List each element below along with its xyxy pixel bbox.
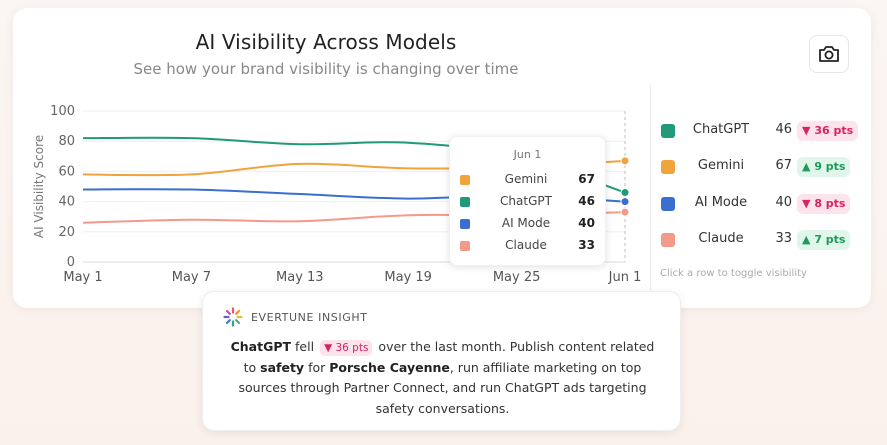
legend-series-name: ChatGPT [692,122,750,137]
x-tick-label: May 1 [63,270,102,285]
tooltip-series-value: 40 [578,216,595,230]
x-tick-label: May 7 [172,270,211,285]
y-tick-label: 60 [58,164,75,179]
y-tick-label: 20 [58,225,75,240]
legend-series-name: Gemini [697,158,745,173]
tooltip-series-name: Claude [505,238,547,252]
insight-brand: Porsche Cayenne [329,359,450,375]
insight-model: ChatGPT [230,339,292,354]
change-text: 36 pts [814,124,854,137]
x-tick-label: Jun 1 [608,270,642,285]
legend-swatch [661,160,675,174]
tooltip-row-ai-mode: AI Mode 40 [450,214,605,234]
insight-text-1: over the last month. Publish content rel… [243,339,655,375]
y-tick-label: 0 [67,255,75,270]
legend-row-ai-mode[interactable]: AI Mode 40 ▼ 8 pts [660,192,860,216]
insight-change-badge: ▼ 36 pts [320,340,373,356]
legend-change-badge: ▲ 7 pts [797,230,851,250]
page-subtitle: See how your brand visibility is changin… [133,60,519,78]
insight-text-2: for [308,359,326,375]
tooltip-swatch [460,241,470,251]
legend-series-value: 33 [775,231,792,246]
legend-series-name: AI Mode [694,195,748,210]
tooltip-row-gemini: Gemini 67 [450,170,605,190]
legend-change-badge: ▼ 36 pts [797,121,859,141]
chart-tooltip: Jun 1 Gemini 67 ChatGPT 46 AI Mode 40 Cl… [449,136,606,266]
series-point-claude [620,207,630,217]
tooltip-row-claude: Claude 33 [450,236,605,256]
legend-series-value: 67 [775,158,792,173]
legend-change-badge: ▼ 8 pts [797,194,851,214]
y-tick-label: 80 [58,134,75,149]
tooltip-swatch [460,197,470,207]
insight-text-3: , run affiliate marketing on top sources… [238,359,647,416]
legend-series-name: Claude [698,231,744,246]
legend-swatch [661,124,675,138]
tooltip-series-name: ChatGPT [500,194,552,208]
change-text: 8 pts [814,197,846,210]
page-title: AI Visibility Across Models [195,30,457,54]
x-tick-label: May 13 [276,270,324,285]
legend-swatch [661,197,675,211]
tooltip-series-value: 46 [578,194,595,208]
tooltip-swatch [460,175,470,185]
series-point-chatgpt [620,188,630,198]
chart-card [13,8,871,308]
tooltip-series-name: Gemini [504,172,548,186]
legend-row-gemini[interactable]: Gemini 67 ▲ 9 pts [660,155,860,179]
legend-series-value: 46 [775,122,792,137]
triangle-down-icon: ▼ [802,124,811,137]
tooltip-date: Jun 1 [513,148,542,161]
insight-label: EVERTUNE INSIGHT [251,311,368,324]
panel-divider [650,84,651,290]
tooltip-swatch [460,219,470,229]
y-tick-label: 40 [58,195,75,210]
series-point-ai-mode [620,197,630,207]
screenshot-button[interactable] [809,35,849,73]
insight-card: EVERTUNE INSIGHT ChatGPT fell ▼ 36 pts o… [202,291,681,431]
tooltip-row-chatgpt: ChatGPT 46 [450,192,605,212]
series-point-gemini [620,156,630,166]
legend-row-claude[interactable]: Claude 33 ▲ 7 pts [660,228,860,252]
legend-change-badge: ▲ 9 pts [797,157,851,177]
change-text: 7 pts [814,233,846,246]
legend-hint: Click a row to toggle visibility [660,268,807,279]
evertune-logo-icon [223,307,243,327]
legend-swatch [661,233,675,247]
triangle-up-icon: ▲ [802,233,811,246]
tooltip-series-name: AI Mode [501,216,551,230]
x-tick-label: May 19 [384,270,432,285]
legend-series-value: 40 [775,195,792,210]
x-tick-label: May 25 [493,270,541,285]
y-axis-label: AI Visibility Score [32,135,46,238]
triangle-down-icon: ▼ [802,197,811,210]
legend-row-chatgpt[interactable]: ChatGPT 46 ▼ 36 pts [660,119,860,143]
tooltip-series-value: 33 [578,238,595,252]
camera-icon [819,46,839,62]
triangle-up-icon: ▲ [802,160,811,173]
y-tick-label: 100 [50,104,75,119]
insight-verb: fell [295,339,315,354]
change-text: 9 pts [814,160,846,173]
tooltip-series-value: 67 [578,172,595,186]
insight-text: ChatGPT fell ▼ 36 pts over the last mont… [223,337,662,419]
insight-topic: safety [260,359,305,375]
